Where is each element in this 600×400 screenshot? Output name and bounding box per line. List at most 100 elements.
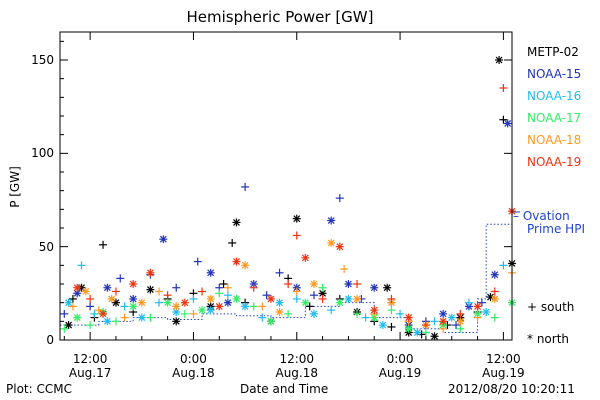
noaa-16-point-north <box>241 302 250 311</box>
metp-02-point-north <box>146 285 155 294</box>
noaa-17-point-south <box>111 317 120 326</box>
noaa-19-point-south <box>499 84 508 92</box>
noaa-15-point-south <box>116 274 125 283</box>
noaa-16-point-north <box>275 298 284 307</box>
noaa-18-point-south <box>258 302 267 311</box>
x-axis-label: Date and Time <box>240 382 329 396</box>
noaa-16-point-north <box>64 298 73 307</box>
noaa-19-point-north <box>439 317 448 326</box>
footer-timestamp: 2012/08/20 10:20:11 <box>448 382 575 396</box>
noaa-17-point-north <box>232 294 241 303</box>
noaa-19-point-north <box>215 302 224 311</box>
noaa-18-point-south <box>223 283 232 292</box>
metp-02-point-south <box>305 302 314 311</box>
legend-item-noaa-15: NOAA-15 <box>527 67 582 81</box>
noaa-19-point-north <box>73 283 82 292</box>
noaa-16-point-north <box>378 321 387 330</box>
noaa-19-point-south <box>318 294 327 303</box>
noaa-19-point-north <box>266 294 275 303</box>
noaa-16-point-south <box>396 309 405 318</box>
noaa-15-point-north <box>503 119 512 128</box>
noaa-17-point-south <box>490 313 499 322</box>
noaa-16-point-north <box>344 294 353 303</box>
noaa-15-point-north <box>327 216 336 225</box>
noaa-19-point-south <box>86 294 95 303</box>
metp-02-point-south <box>228 238 237 247</box>
noaa-18-point-north <box>241 261 250 270</box>
noaa-17-point-north <box>73 313 82 322</box>
noaa-18-point-south <box>120 313 129 322</box>
y-tick-label-0: 0 <box>46 333 54 347</box>
x-tick-label-2-t1: 12:00 <box>279 352 315 366</box>
noaa-16-point-north <box>309 309 318 318</box>
noaa-18-point-north <box>353 294 362 303</box>
noaa-16-point-south <box>430 317 439 326</box>
noaa-19-point-north <box>99 309 108 318</box>
noaa-16-point-south <box>327 306 336 315</box>
metp-02-point-south <box>99 240 108 249</box>
noaa-17-point-south <box>146 313 155 322</box>
y-tick-label-150: 150 <box>31 53 54 67</box>
noaa-16-point-south <box>464 298 473 307</box>
noaa-17-point-south <box>421 328 430 337</box>
noaa-17-point-north <box>163 298 172 307</box>
noaa-18-point-south <box>439 324 448 333</box>
noaa-15-point-south <box>477 298 486 307</box>
legend-item-noaa-17: NOAA-17 <box>527 111 582 125</box>
metp-02-point-south <box>219 280 228 288</box>
noaa-19-point-north <box>335 242 344 251</box>
noaa-19-point-south <box>387 294 396 303</box>
noaa-18-point-south <box>473 313 482 322</box>
noaa-19-point-south <box>490 287 499 296</box>
noaa-18-point-north <box>327 238 336 247</box>
noaa-17-point-south <box>249 302 258 311</box>
metp-02-point-south <box>387 322 396 331</box>
noaa-15-point-north <box>159 235 168 244</box>
noaa-16-point-south <box>90 309 99 318</box>
noaa-15-point-north <box>129 294 138 303</box>
noaa-17-point-south <box>180 309 189 318</box>
x-tick-label-1-t2: Aug.18 <box>172 366 215 380</box>
noaa-15-point-south <box>172 283 181 292</box>
noaa-17-point-south <box>387 306 396 315</box>
noaa-15-point-south <box>86 302 95 311</box>
noaa-16-point-south <box>258 313 267 322</box>
noaa-15-point-south <box>275 268 284 277</box>
noaa-18-point-south <box>189 309 198 318</box>
x-tick-label-0-t2: Aug.17 <box>68 366 112 380</box>
noaa-18-point-north <box>172 302 181 311</box>
noaa-17-point-north <box>404 324 413 333</box>
noaa-16-point-south <box>155 298 164 307</box>
noaa-18-point-south <box>68 302 77 311</box>
noaa-18-point-south <box>340 265 349 274</box>
x-tick-label-2-t2: Aug.18 <box>275 366 318 380</box>
noaa-15-point-north <box>223 298 232 307</box>
x-tick-label-4-t2: Aug.19 <box>482 366 525 380</box>
noaa-18-point-north <box>275 308 284 316</box>
noaa-18-point-south <box>292 287 301 296</box>
noaa-19-point-south <box>284 280 293 288</box>
noaa-17-point-north <box>129 302 138 311</box>
noaa-19-point-south <box>353 280 362 288</box>
noaa-15-point-north <box>490 270 499 279</box>
legend-item-noaa-19: NOAA-19 <box>527 155 582 169</box>
noaa-17-point-south <box>215 289 224 298</box>
noaa-18-point-north <box>456 317 465 326</box>
x-tick-label-1-t1: 0:00 <box>179 352 207 366</box>
noaa-17-point-north <box>301 298 310 307</box>
noaa-16-point-south <box>223 291 232 300</box>
noaa-16-point-north <box>103 317 112 326</box>
noaa-19-point-north <box>370 306 379 315</box>
plot-frame <box>59 31 513 341</box>
noaa-19-point-north <box>301 253 310 262</box>
legend-item-noaa-18: NOAA-18 <box>527 133 582 147</box>
noaa-19-point-south <box>421 321 430 330</box>
x-tick-label-3-t2: Aug.19 <box>378 366 422 380</box>
noaa-17-point-north <box>266 317 275 326</box>
metp-02-point-south <box>499 115 508 124</box>
noaa-19-point-south <box>163 291 172 300</box>
legend-item-noaa-16: NOAA-16 <box>527 89 582 103</box>
noaa-15-point-north <box>370 283 379 292</box>
x-tick-label-3-t1: 0:00 <box>386 352 414 366</box>
